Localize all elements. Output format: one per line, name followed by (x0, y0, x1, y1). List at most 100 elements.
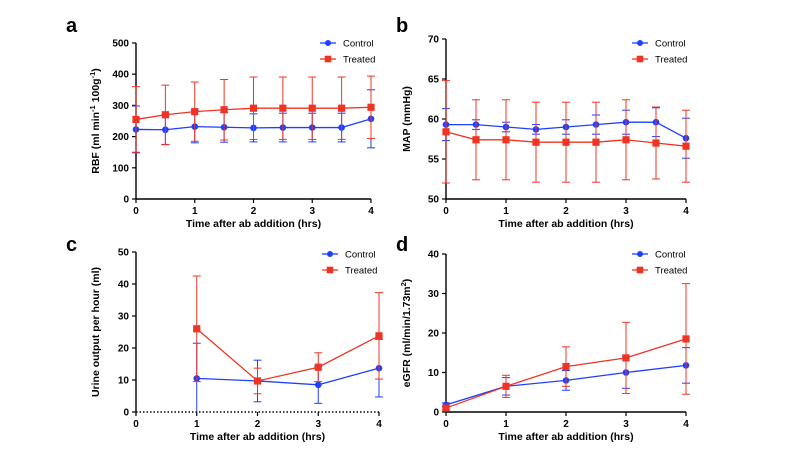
legend-marker (637, 251, 643, 257)
y-tick-label: 60 (428, 115, 440, 126)
y-axis-label-part: eGFR (ml/min/1.73m (401, 286, 413, 387)
y-tick-label: 0 (433, 408, 439, 419)
panel-letter: c (66, 234, 77, 256)
x-tick-label: 2 (251, 206, 257, 217)
legend-label: Control (655, 39, 686, 50)
x-tick-label: 1 (503, 419, 509, 430)
series-treated (442, 283, 690, 412)
y-axis-label-part: ) (90, 68, 102, 72)
legend-entry: Treated (632, 55, 687, 66)
panel-letter: a (66, 15, 78, 37)
legend-label: Treated (655, 266, 687, 277)
y-tick-label: 10 (118, 376, 130, 387)
panel-letter: d (396, 234, 408, 256)
y-tick-label: 400 (112, 70, 129, 81)
x-axis-label: Time after ab addition (hrs) (186, 218, 321, 230)
y-tick-label: 10 (428, 368, 440, 379)
y-axis-label: RBF (ml min-1 100g-1) (88, 68, 102, 174)
y-tick-label: 65 (428, 75, 440, 86)
data-point (652, 139, 660, 147)
y-axis-label: eGFR (ml/min/1.73m2) (399, 279, 413, 388)
data-point (682, 142, 690, 150)
data-point (308, 104, 316, 112)
y-axis-label-part: ) (401, 279, 413, 283)
y-tick-label: 500 (112, 39, 129, 50)
legend-label: Treated (345, 266, 377, 277)
legend-marker (327, 251, 333, 257)
data-point (592, 138, 600, 146)
legend-marker (324, 55, 332, 63)
x-tick-label: 1 (503, 206, 509, 217)
legend-marker (637, 40, 643, 46)
data-point (502, 382, 510, 390)
data-point (161, 111, 169, 119)
data-point (442, 404, 450, 412)
legend-marker (326, 266, 334, 274)
x-tick-label: 4 (683, 206, 689, 217)
y-tick-label: 55 (428, 155, 440, 166)
x-tick-label: 3 (309, 206, 315, 217)
y-tick-label: 50 (428, 195, 440, 206)
y-tick-label: 100 (112, 163, 129, 174)
legend-marker (636, 55, 644, 63)
legend-label: Control (345, 250, 376, 261)
x-tick-label: 2 (563, 206, 569, 217)
y-tick-label: 50 (118, 248, 130, 259)
y-tick-label: 40 (118, 280, 130, 291)
y-tick-label: 0 (123, 195, 129, 206)
data-point (220, 106, 228, 114)
x-tick-label: 0 (133, 419, 139, 430)
panel-d: d 0 10 20 30 40 0 1 2 3 4 Time after ab addition (h… (396, 234, 690, 443)
data-point (562, 138, 570, 146)
series-treated (132, 75, 375, 153)
x-axis-label: Time after ab addition (hrs) (498, 218, 633, 230)
x-tick-label: 4 (683, 419, 689, 430)
y-tick-label: 40 (428, 250, 440, 261)
data-point (442, 128, 450, 136)
data-point (314, 363, 322, 371)
legend-entry: Treated (322, 266, 377, 277)
panel-letter: b (396, 15, 408, 37)
y-tick-label: 30 (118, 312, 130, 323)
y-tick-label: 30 (428, 289, 440, 300)
data-point (314, 381, 322, 389)
legend-entry: Control (632, 250, 686, 261)
panel-a: a 0 100 200 300 400 500 0 1 2 3 4 Time after ab addi… (66, 15, 375, 230)
legend-marker (636, 266, 644, 274)
legend-marker (325, 40, 331, 46)
data-point (193, 325, 201, 333)
data-point (191, 108, 199, 116)
y-tick-label: 0 (123, 408, 129, 419)
y-axis-label: Urine output per hour (ml) (90, 267, 102, 397)
y-tick-label: 20 (428, 329, 440, 340)
data-point (682, 335, 690, 343)
y-axis-label-part: -1 (88, 105, 97, 112)
data-point (132, 115, 140, 124)
data-point (532, 138, 540, 146)
series-treated (192, 275, 383, 395)
x-tick-label: 4 (368, 206, 374, 217)
y-tick-label: 20 (118, 344, 130, 355)
data-point (249, 104, 258, 112)
x-axis-label: Time after ab addition (hrs) (190, 431, 325, 443)
data-point (375, 332, 383, 340)
y-axis-label-part: 2 (399, 282, 408, 286)
y-tick-label: 300 (112, 101, 129, 112)
x-axis-label: Time after ab addition (hrs) (498, 431, 633, 443)
y-axis-label-part: RBF (ml min (90, 112, 102, 174)
x-tick-label: 3 (315, 419, 321, 430)
panel-b: b 50 55 60 65 70 0 1 2 3 4 Time after ab addition (… (396, 15, 690, 230)
legend-entry: Control (322, 250, 376, 261)
data-point (502, 136, 510, 144)
x-tick-label: 0 (443, 206, 449, 217)
y-tick-label: 200 (112, 132, 129, 143)
panel-c: c 0 10 20 30 40 50 0 1 2 3 4 Time after ab addition … (66, 234, 383, 443)
legend-entry: Treated (632, 266, 687, 277)
series-line (196, 328, 380, 382)
y-axis-label-part: 100g (90, 78, 102, 105)
legend-entry: Control (320, 39, 374, 50)
series-treated (442, 80, 690, 184)
series-line (196, 367, 380, 386)
data-point (279, 104, 287, 112)
